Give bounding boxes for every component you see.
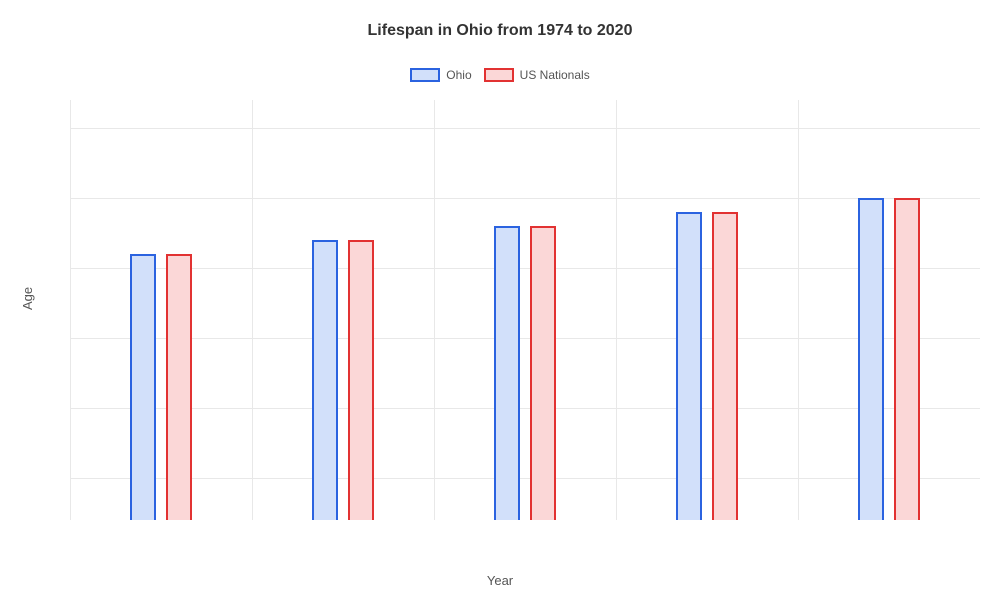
gridline-h xyxy=(70,268,980,269)
bar-ohio xyxy=(676,212,702,520)
legend-label-ohio: Ohio xyxy=(446,68,471,82)
bar-ohio xyxy=(312,240,338,520)
legend-swatch-ohio xyxy=(410,68,440,82)
bar-us-nationals xyxy=(348,240,374,520)
bar-us-nationals xyxy=(894,198,920,520)
bar-us-nationals xyxy=(712,212,738,520)
gridline-h xyxy=(70,128,980,129)
bar-ohio xyxy=(130,254,156,520)
gridline-v xyxy=(70,100,71,520)
legend-item-ohio: Ohio xyxy=(410,68,471,82)
plot-area: 60657075808520012002200320042005 xyxy=(70,100,980,520)
gridline-v xyxy=(798,100,799,520)
legend: Ohio US Nationals xyxy=(0,68,1000,82)
gridline-h xyxy=(70,478,980,479)
bar-us-nationals xyxy=(166,254,192,520)
gridline-v xyxy=(252,100,253,520)
gridline-v xyxy=(434,100,435,520)
gridline-v xyxy=(616,100,617,520)
gridline-h xyxy=(70,198,980,199)
bar-ohio xyxy=(858,198,884,520)
legend-swatch-us xyxy=(484,68,514,82)
legend-label-us: US Nationals xyxy=(520,68,590,82)
chart-container: Lifespan in Ohio from 1974 to 2020 Ohio … xyxy=(0,0,1000,600)
legend-item-us: US Nationals xyxy=(484,68,590,82)
gridline-h xyxy=(70,338,980,339)
x-axis-title: Year xyxy=(0,573,1000,588)
bar-us-nationals xyxy=(530,226,556,520)
y-axis-title: Age xyxy=(20,287,35,310)
chart-title: Lifespan in Ohio from 1974 to 2020 xyxy=(0,22,1000,40)
gridline-h xyxy=(70,408,980,409)
bar-ohio xyxy=(494,226,520,520)
